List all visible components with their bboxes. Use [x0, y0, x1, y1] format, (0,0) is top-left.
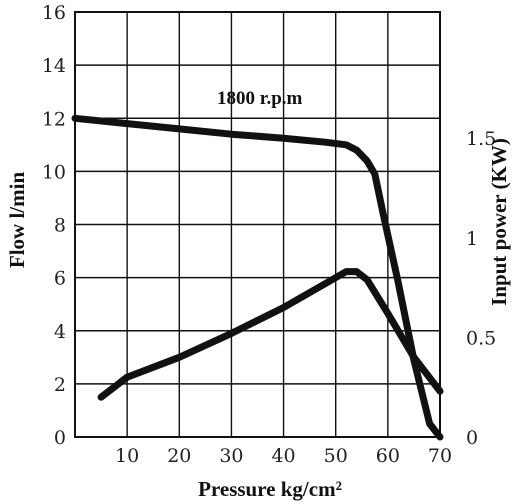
y-tick-label: 2 [54, 374, 66, 396]
x-tick-label: 10 [115, 445, 139, 467]
series-group [71, 114, 444, 441]
y-tick-label: 10 [42, 161, 66, 183]
y-tick-label: 14 [42, 55, 66, 77]
y-tick-label: 8 [54, 215, 66, 237]
y2-tick-label: 1.5 [466, 128, 496, 150]
x-tick-label: 70 [428, 445, 452, 467]
y2-axis-label: Input power (KW) [487, 138, 511, 306]
x-tick-label: 60 [376, 445, 400, 467]
flow-curve [71, 114, 444, 441]
speed-annotation: 1800 r.p.m [217, 88, 303, 109]
x-axis-label: Pressure kg/cm² [198, 477, 342, 501]
y-tick-label: 0 [54, 427, 66, 449]
y-axis-label: Flow l/min [5, 172, 29, 269]
y-tick-label: 12 [42, 108, 66, 130]
plot-frame [74, 11, 441, 438]
y-ticks: 0 2 4 6 8 10 12 14 16 [42, 2, 66, 449]
x-ticks: 10 20 30 40 50 60 70 [115, 445, 452, 467]
y2-tick-label: 0 [466, 427, 478, 449]
x-tick-label: 40 [271, 445, 295, 467]
x-tick-label: 30 [219, 445, 243, 467]
y2-tick-label: 1 [466, 228, 478, 250]
y-tick-label: 6 [54, 268, 66, 290]
y2-ticks: 0 0.5 1 1.5 [466, 128, 496, 449]
input-power-curve [97, 268, 444, 401]
y-tick-label: 16 [42, 2, 66, 24]
y-tick-label: 4 [54, 321, 66, 343]
x-tick-label: 50 [324, 445, 348, 467]
x-tick-label: 20 [167, 445, 191, 467]
y2-tick-label: 0.5 [466, 327, 496, 349]
